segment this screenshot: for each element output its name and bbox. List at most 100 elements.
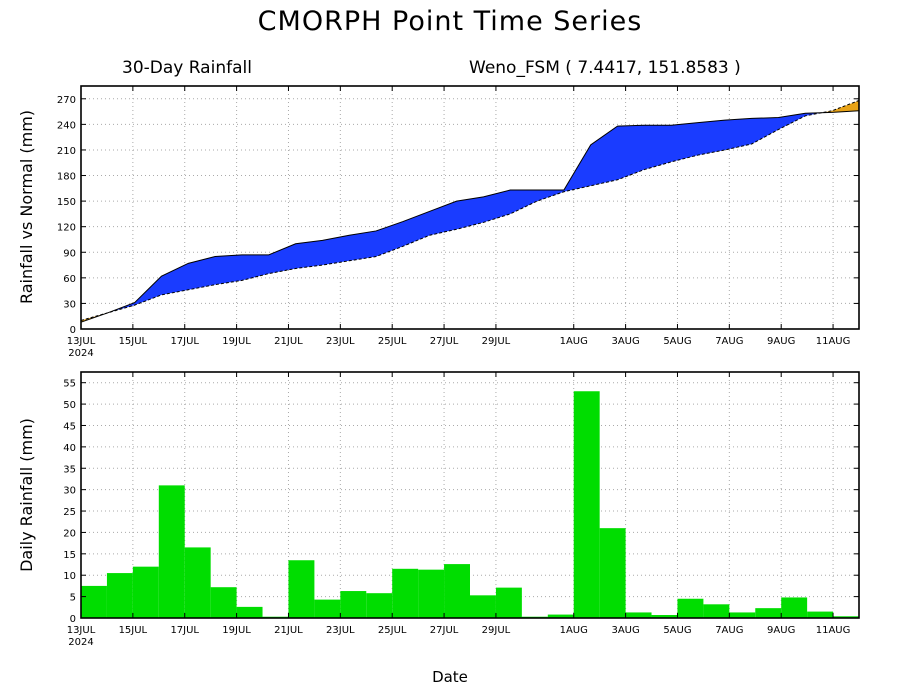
y-tick-label: 35	[63, 464, 76, 475]
y-tick-label: 150	[57, 197, 76, 208]
chart-title: CMORPH Point Time Series	[258, 6, 643, 37]
daily-rain-bar	[495, 587, 522, 618]
daily-rain-bar	[781, 597, 808, 618]
daily-rain-bar	[833, 616, 859, 618]
y-tick-label: 40	[63, 443, 76, 454]
daily-rain-bar	[288, 560, 315, 618]
daily-rain-bar	[444, 564, 470, 618]
y-tick-label: 20	[63, 528, 76, 539]
daily-rain-bar	[366, 593, 393, 618]
daily-rain-bar	[677, 598, 704, 618]
daily-rain-bar	[807, 611, 834, 618]
x-tick-label: 1AUG	[560, 625, 588, 636]
top-x-axis: 13JUL 15JUL 17JUL 19JUL 21JUL 23JUL 25JUL 27JUL…	[67, 86, 851, 359]
bottom-y-axis: 0 5 10 15 20 25 30 35 40 45 50 55	[63, 379, 859, 625]
x-tick-label: 5AUG	[663, 336, 691, 347]
bottom-plot-frame	[80, 371, 860, 619]
daily-rain-bar	[418, 569, 445, 618]
daily-rain-bar	[547, 614, 574, 618]
y-tick-label: 10	[63, 571, 76, 582]
y-tick-label: 5	[70, 593, 76, 604]
y-tick-label: 30	[63, 486, 76, 497]
daily-rain-bar	[392, 568, 419, 618]
top-y-axis-label: Rainfall vs Normal (mm)	[17, 110, 36, 304]
normal-series-line	[80, 100, 860, 321]
y-tick-label: 270	[57, 95, 76, 106]
daily-rain-bar	[470, 595, 496, 618]
daily-rain-bar	[132, 566, 159, 618]
y-tick-label: 0	[70, 614, 76, 625]
x-tick-label: 7AUG	[715, 336, 743, 347]
x-tick-label: 27JUL	[430, 336, 459, 347]
x-tick-label: 25JUL	[378, 336, 407, 347]
y-tick-label: 45	[63, 421, 76, 432]
x-tick-label: 19JUL	[222, 336, 251, 347]
x-tick-label: 17JUL	[170, 625, 199, 636]
y-tick-label: 0	[70, 325, 76, 336]
daily-rain-bar	[158, 485, 185, 618]
daily-rain-bar	[625, 612, 652, 618]
y-tick-label: 55	[63, 379, 76, 390]
x-tick-label: 15JUL	[119, 336, 148, 347]
x-tick-label: 1AUG	[560, 336, 588, 347]
daily-rain-bar	[184, 547, 211, 618]
x-tick-label: 19JUL	[222, 625, 251, 636]
x-tick-label: 3AUG	[611, 625, 639, 636]
x-tick-label: 25JUL	[378, 625, 407, 636]
subtitle-left: 30-Day Rainfall	[122, 58, 252, 78]
bottom-gridlines	[81, 372, 859, 618]
top-panel: 0 30 60 90 120 150 180 210 240 270 13JUL 15JUL 17JU…	[17, 85, 860, 359]
daily-rain-bar	[236, 606, 263, 618]
x-tick-label: 21JUL	[274, 336, 303, 347]
x-axis-label: Date	[432, 668, 468, 686]
x-tick-label: 23JUL	[326, 625, 355, 636]
y-tick-label: 50	[63, 400, 76, 411]
daily-rain-bar	[703, 604, 730, 618]
daily-rain-bar	[651, 615, 678, 618]
daily-rain-bar	[106, 573, 133, 618]
y-tick-label: 60	[63, 274, 76, 285]
top-y-axis: 0 30 60 90 120 150 180 210 240 270	[57, 95, 859, 336]
y-tick-label: 30	[63, 299, 76, 310]
y-tick-label: 25	[63, 507, 76, 518]
x-tick-label: 13JUL	[67, 336, 96, 347]
x-tick-label: 21JUL	[274, 625, 303, 636]
bottom-x-axis: 13JUL 15JUL 17JUL 19JUL 21JUL 23JUL 25JUL 27JUL…	[67, 372, 851, 648]
top-plot-frame	[80, 85, 860, 330]
daily-rainfall-bars	[81, 391, 859, 618]
x-tick-label: 5AUG	[663, 625, 691, 636]
y-tick-label: 120	[57, 223, 76, 234]
daily-rain-bar	[599, 528, 626, 618]
daily-rain-bar	[314, 599, 341, 618]
x-tick-label: 11AUG	[816, 625, 851, 636]
year-label: 2024	[68, 637, 93, 648]
surplus-area	[107, 112, 822, 313]
y-tick-label: 90	[63, 248, 76, 259]
x-tick-label: 17JUL	[170, 336, 199, 347]
daily-rain-bar	[729, 612, 756, 618]
y-tick-label: 240	[57, 120, 76, 131]
bottom-y-axis-label: Daily Rainfall (mm)	[17, 418, 36, 572]
x-tick-label: 23JUL	[326, 336, 355, 347]
x-tick-label: 9AUG	[767, 625, 795, 636]
daily-rain-bar	[81, 585, 107, 618]
rainfall-series-line	[80, 110, 860, 323]
year-label: 2024	[68, 348, 93, 359]
subtitle-right: Weno_FSM ( 7.4417, 151.8583 )	[469, 58, 741, 78]
x-tick-label: 13JUL	[67, 625, 96, 636]
daily-rain-bar	[573, 391, 600, 618]
x-tick-label: 11AUG	[816, 336, 851, 347]
daily-rain-bar	[755, 608, 782, 618]
y-tick-label: 180	[57, 172, 76, 183]
x-tick-label: 29JUL	[482, 625, 511, 636]
x-tick-label: 27JUL	[430, 625, 459, 636]
x-tick-label: 7AUG	[715, 625, 743, 636]
bottom-panel: 0 5 10 15 20 25 30 35 40 45 50 55 13JUL 15JUL 17JUL 19…	[17, 371, 860, 648]
x-tick-label: 9AUG	[767, 336, 795, 347]
y-tick-label: 210	[57, 146, 76, 157]
x-tick-label: 15JUL	[119, 625, 148, 636]
x-tick-label: 3AUG	[611, 336, 639, 347]
y-tick-label: 15	[63, 550, 76, 561]
x-tick-label: 29JUL	[482, 336, 511, 347]
